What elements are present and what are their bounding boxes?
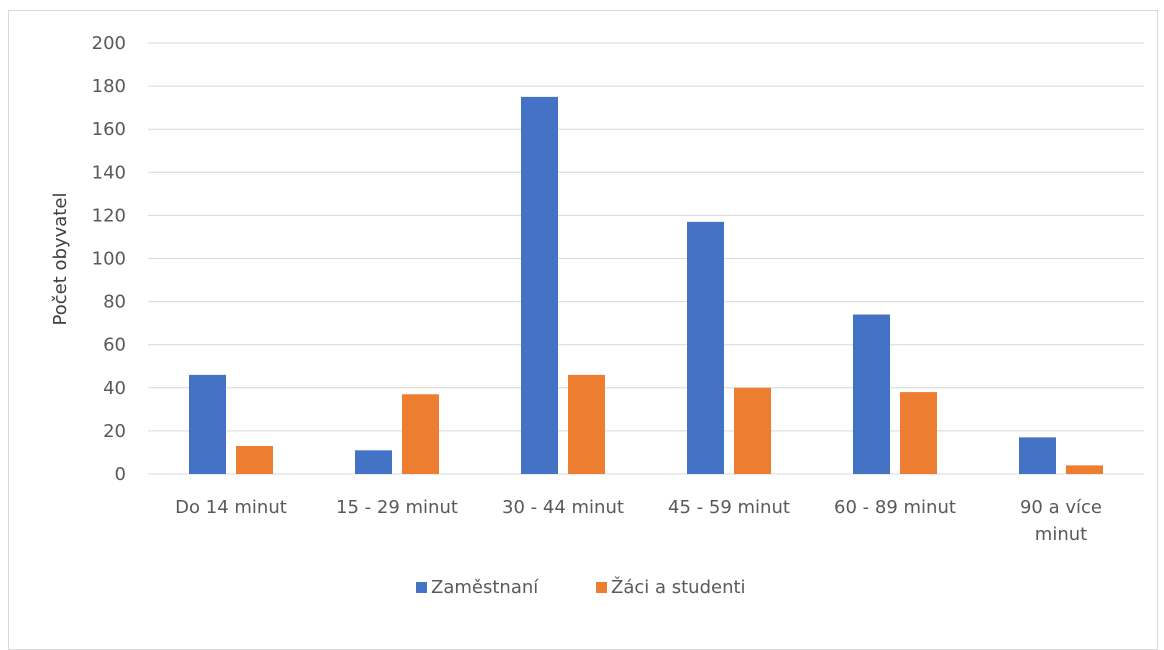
y-tick-label: 160 [92, 119, 126, 140]
y-tick-label: 0 [115, 464, 126, 485]
x-tick-label: minut [1035, 524, 1087, 545]
legend-swatch [596, 582, 607, 593]
bar-zamestnani-1 [355, 450, 392, 474]
legend-label: Zaměstnaní [431, 577, 539, 598]
y-tick-label: 100 [92, 249, 126, 270]
bar-zaci-a-studenti-5 [1066, 465, 1103, 474]
bar-zamestnani-2 [521, 96, 558, 474]
bar-zaci-a-studenti-0 [236, 445, 273, 474]
x-tick-label: 30 - 44 minut [502, 497, 624, 518]
gridlines [148, 42, 1144, 475]
bar-zaci-a-studenti-1 [402, 394, 439, 474]
y-tick-label: 20 [103, 421, 126, 442]
legend: Zaměstnaní Žáci a studenti [416, 576, 746, 598]
bar-zaci-a-studenti-4 [900, 392, 937, 474]
x-tick-label: 15 - 29 minut [336, 497, 458, 518]
x-tick-label: 45 - 59 minut [668, 497, 790, 518]
y-axis-title: Počet obyvatel [50, 193, 71, 326]
x-tick-label: 90 a více [1020, 497, 1102, 518]
y-axis-tick-labels: 0 20 40 60 80 100 120 140 160 180 200 [92, 33, 126, 485]
y-tick-label: 120 [92, 205, 126, 226]
x-tick-label: Do 14 minut [175, 497, 287, 518]
x-axis-tick-labels: Do 14 minut 15 - 29 minut 30 - 44 minut 45 … [175, 497, 1102, 545]
bar-zaci-a-studenti-2 [568, 374, 605, 474]
bar-zamestnani-0 [189, 374, 226, 474]
y-tick-label: 60 [103, 335, 126, 356]
chart-canvas: 0 20 40 60 80 100 120 140 160 180 200 Do 14 minut 1… [50, 33, 1144, 598]
x-tick-label: 60 - 89 minut [834, 497, 956, 518]
bar-zaci-a-studenti-3 [734, 387, 771, 474]
legend-swatch [416, 582, 427, 593]
chart-frame [8, 10, 1158, 650]
y-tick-label: 40 [103, 378, 126, 399]
bar-zamestnani-5 [1019, 437, 1056, 474]
bars [189, 96, 1103, 474]
y-tick-label: 140 [92, 162, 126, 183]
y-tick-label: 180 [92, 76, 126, 97]
y-tick-label: 200 [92, 33, 126, 54]
legend-label: Žáci a studenti [611, 576, 746, 598]
bar-zamestnani-3 [687, 221, 724, 474]
bar-zamestnani-4 [853, 314, 890, 474]
y-tick-label: 80 [103, 292, 126, 313]
